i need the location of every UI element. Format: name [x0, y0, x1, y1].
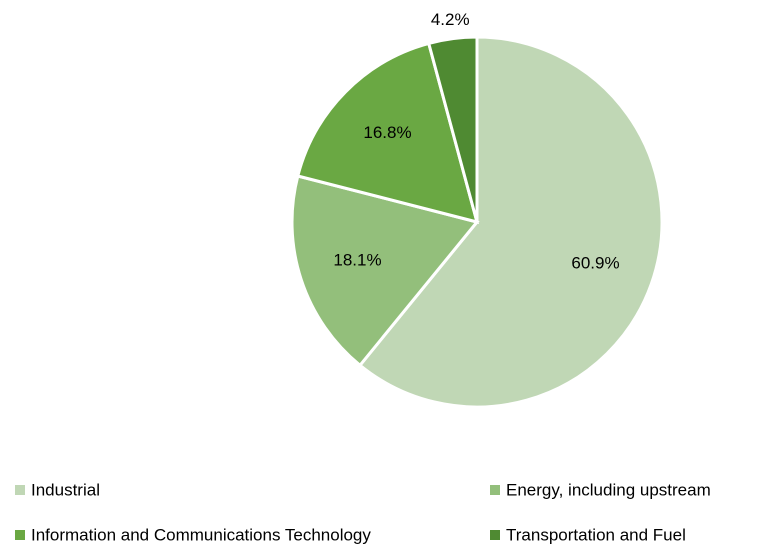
legend-swatch — [15, 530, 25, 540]
pie-slice — [295, 41, 480, 225]
data-label: 4.2% — [431, 10, 470, 29]
legend-swatch — [15, 485, 25, 495]
legend-swatch — [490, 485, 500, 495]
legend-swatch — [490, 530, 500, 540]
legend-label: Energy, including upstream — [506, 480, 711, 499]
data-label: 16.8% — [363, 123, 411, 142]
legend-label: Transportation and Fuel — [506, 525, 686, 544]
pie-slice — [426, 35, 479, 223]
data-labels: 60.9% 18.1% 16.8% 4.2% — [333, 10, 619, 273]
legend-label: Information and Communications Technolog… — [31, 525, 371, 544]
data-label: 18.1% — [333, 251, 381, 270]
legend: Industrial Energy, including upstream Info… — [15, 480, 711, 544]
pie — [290, 35, 664, 409]
pie-slice — [290, 174, 480, 368]
legend-label: Industrial — [31, 480, 100, 499]
data-label: 60.9% — [571, 254, 619, 273]
pie-slice — [357, 35, 664, 409]
